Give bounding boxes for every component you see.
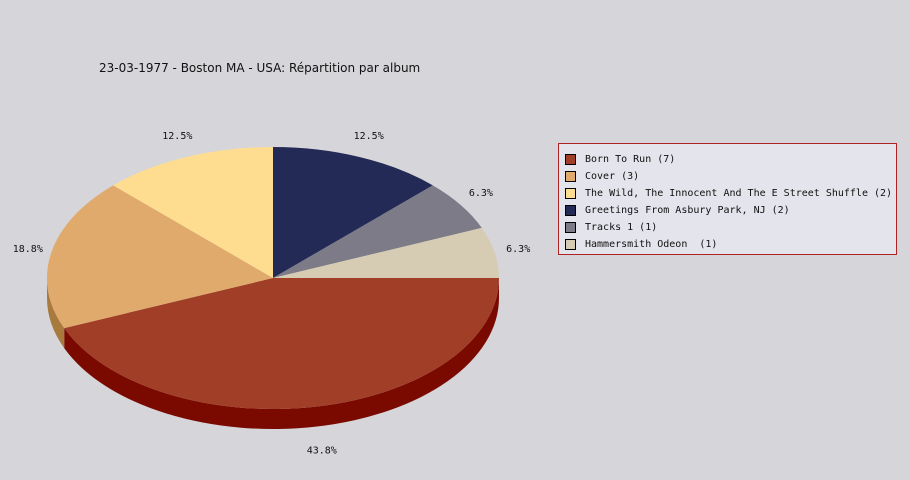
legend-item-tracks-1: Tracks 1 (1) (565, 219, 890, 236)
legend-label: The Wild, The Innocent And The E Street … (585, 188, 893, 199)
pie-slice-hammersmith-odeon (273, 227, 499, 278)
legend-item-cover: Cover (3) (565, 168, 890, 185)
pie-slice-cover (47, 185, 274, 329)
pie-slice-tracks-1 (273, 185, 482, 278)
legend-item-hammersmith-odeon: Hammersmith Odeon (1) (565, 236, 890, 253)
pie-label-the-wild-the-innocent-and-the-e-street-shuffle: 12.5% (162, 131, 192, 142)
legend-label: Cover (3) (585, 171, 640, 182)
pie-slice-born-to-run (64, 278, 500, 410)
legend-label: Tracks 1 (1) (585, 222, 658, 233)
legend-item-the-wild-the-innocent: The Wild, The Innocent And The E Street … (565, 185, 893, 202)
pie-label-hammersmith-odeon: 6.3% (506, 244, 530, 255)
pie-label-cover: 18.8% (13, 244, 43, 255)
legend-swatch (565, 205, 576, 216)
legend-item-born-to-run: Born To Run (7) (565, 151, 890, 168)
pie-side-born-to-run (64, 278, 500, 430)
legend-swatch (565, 188, 576, 199)
legend: Born To Run (7) Cover (3) The Wild, The … (558, 143, 897, 255)
pie-label-born-to-run: 43.8% (307, 446, 337, 457)
pie-top-group (47, 147, 500, 410)
legend-swatch (565, 154, 576, 165)
pie-side-group (47, 278, 500, 430)
legend-item-greetings-from-asbury-park: Greetings From Asbury Park, NJ (2) (565, 202, 890, 219)
legend-swatch (565, 239, 576, 250)
pie-slice-greetings-from-asbury-park-nj (273, 147, 433, 278)
legend-swatch (565, 171, 576, 182)
pie-slice-the-wild-the-innocent-and-the-e-street-shuffle (113, 147, 273, 278)
legend-label: Born To Run (7) (585, 154, 676, 165)
legend-swatch (565, 222, 576, 233)
pie-side-cover (47, 278, 65, 349)
legend-label: Hammersmith Odeon (1) (585, 239, 718, 250)
pie-label-greetings-from-asbury-park-nj: 12.5% (354, 131, 384, 142)
chart-title: 23-03-1977 - Boston MA - USA: Répartitio… (99, 61, 421, 75)
legend-label: Greetings From Asbury Park, NJ (2) (585, 205, 790, 216)
pie-labels-group: 43.8% 18.8% 12.5% 12.5% 6.3% 6.3% (13, 131, 530, 457)
pie-label-tracks-1: 6.3% (469, 188, 493, 199)
